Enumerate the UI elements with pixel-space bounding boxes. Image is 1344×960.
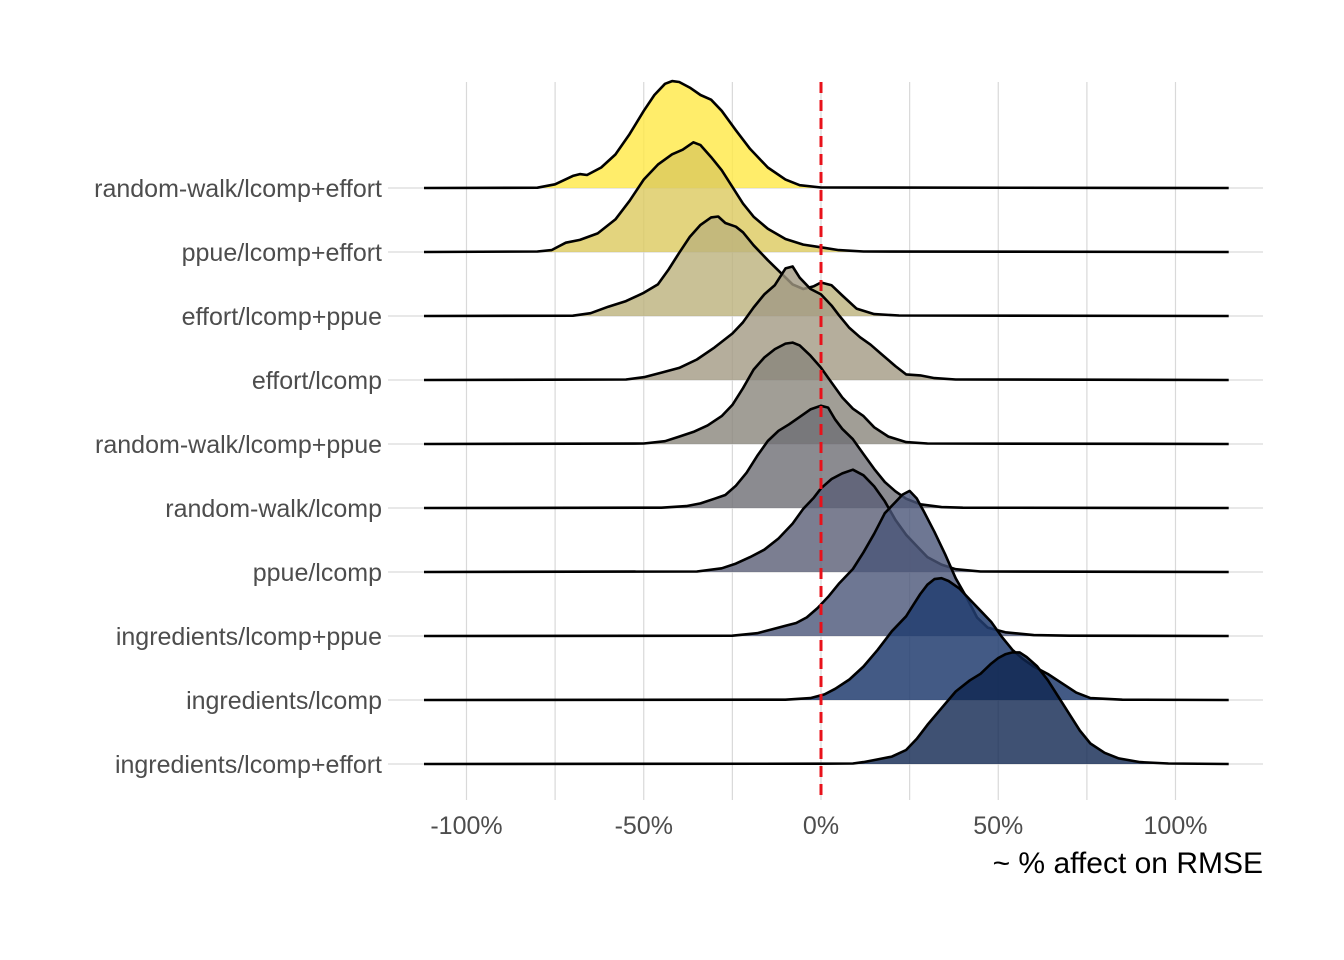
ridge-fill-ingredients/lcomp+effort — [424, 652, 1229, 764]
x-tick-label: 50% — [973, 812, 1023, 840]
ridge-fill-random-walk/lcomp+ppue — [424, 342, 1229, 444]
ridge-fill-effort/lcomp+ppue — [424, 216, 1229, 316]
y-tick-label: random-walk/lcomp+ppue — [95, 431, 382, 459]
ridges — [423, 79, 1229, 766]
ridge-fill-effort/lcomp — [424, 266, 1229, 380]
x-tick-label: -50% — [615, 812, 673, 840]
ridge-fill-random-walk/lcomp — [424, 405, 1229, 508]
y-tick-label: ingredients/lcomp — [186, 687, 382, 715]
y-tick-label: ppue/lcomp+effort — [182, 239, 382, 267]
ridge-outline-random-walk/lcomp+ppue — [423, 341, 1229, 446]
ridge-outline-ingredients/lcomp — [423, 576, 1229, 702]
y-tick-label: random-walk/lcomp — [165, 495, 382, 523]
y-tick-label: ingredients/lcomp+ppue — [116, 623, 382, 651]
y-tick-label: ppue/lcomp — [253, 559, 382, 587]
ridge-fill-ingredients/lcomp — [424, 578, 1229, 700]
ridge-outline-ppue/lcomp+effort — [423, 141, 1229, 254]
ridge-outline-effort/lcomp+ppue — [423, 215, 1229, 318]
ridge-outline-effort/lcomp — [423, 265, 1229, 382]
y-tick-label: random-walk/lcomp+effort — [94, 175, 382, 203]
y-tick-label: effort/lcomp+ppue — [182, 303, 382, 331]
x-axis-ticks: -100% -50% 0% 50% 100% — [430, 812, 1207, 840]
ridge-fill-ppue/lcomp+effort — [424, 142, 1229, 252]
ridge-outline-ingredients/lcomp+effort — [423, 651, 1229, 766]
x-axis-title: ~ % affect on RMSE — [993, 847, 1263, 880]
x-tick-label: -100% — [430, 812, 502, 840]
x-tick-label: 0% — [803, 812, 839, 840]
y-tick-label: ingredients/lcomp+effort — [115, 751, 382, 779]
ridge-outline-random-walk/lcomp+effort — [423, 79, 1229, 190]
ridge-fill-random-walk/lcomp+effort — [424, 81, 1229, 188]
ridge-fill-ppue/lcomp — [424, 469, 1229, 572]
category-labels: random-walk/lcomp+effort ppue/lcomp+effor… — [94, 175, 382, 779]
ridge-fill-ingredients/lcomp+ppue — [424, 490, 1229, 636]
y-tick-label: effort/lcomp — [252, 367, 382, 395]
x-tick-label: 100% — [1144, 812, 1208, 840]
